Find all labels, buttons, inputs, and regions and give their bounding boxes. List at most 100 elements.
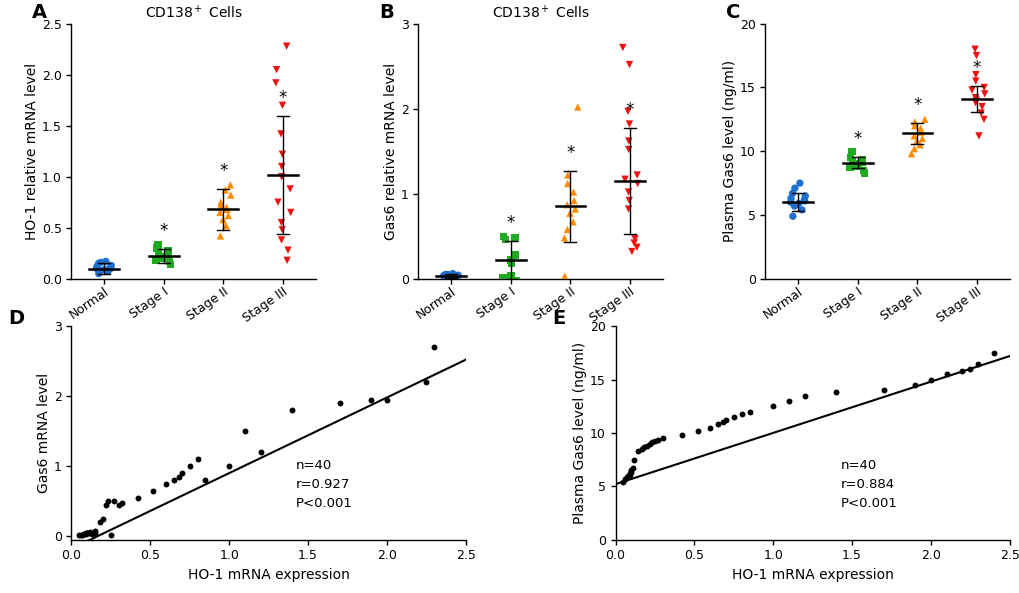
Point xyxy=(378,395,394,404)
Point xyxy=(502,255,519,264)
Y-axis label: Plasma Gas6 level (ng/ml): Plasma Gas6 level (ng/ml) xyxy=(573,342,587,524)
Point xyxy=(643,438,659,447)
Point xyxy=(418,377,434,387)
Point xyxy=(502,272,519,281)
Point xyxy=(100,267,116,276)
Point xyxy=(967,51,983,60)
Point xyxy=(621,196,637,205)
Point xyxy=(975,114,991,124)
Point xyxy=(782,194,798,203)
Point xyxy=(103,264,119,273)
Y-axis label: HO-1 relative mRNA level: HO-1 relative mRNA level xyxy=(24,63,39,240)
Point xyxy=(84,530,100,539)
Point xyxy=(793,205,809,215)
Point xyxy=(654,433,671,443)
Point xyxy=(93,257,109,267)
Point xyxy=(426,342,442,352)
Point xyxy=(906,380,922,390)
Point xyxy=(620,107,636,116)
Point xyxy=(966,44,982,54)
Point xyxy=(219,205,235,214)
Point xyxy=(621,470,637,479)
Point xyxy=(443,272,460,281)
Point xyxy=(72,530,89,540)
Point xyxy=(555,233,572,243)
Point xyxy=(448,270,465,280)
Text: n=40
r=0.884
P<0.001: n=40 r=0.884 P<0.001 xyxy=(840,458,897,509)
Point xyxy=(854,165,870,175)
Point xyxy=(559,170,576,180)
Point xyxy=(89,264,105,273)
Point xyxy=(274,149,290,159)
Point xyxy=(621,60,637,69)
Point xyxy=(78,528,95,537)
Point xyxy=(212,231,228,241)
Point xyxy=(856,168,872,178)
Point xyxy=(212,208,228,217)
Point xyxy=(970,131,986,141)
Point xyxy=(903,149,919,158)
Point xyxy=(569,102,585,111)
Point xyxy=(278,42,294,51)
Point xyxy=(75,530,92,539)
Point xyxy=(626,238,642,248)
Point xyxy=(967,76,983,86)
Point xyxy=(439,270,455,279)
Point xyxy=(100,496,116,506)
Point xyxy=(197,476,213,485)
Point xyxy=(106,496,122,506)
Point xyxy=(967,70,983,79)
Point xyxy=(874,385,891,395)
Point xyxy=(273,235,289,245)
Point xyxy=(714,417,731,427)
Point xyxy=(709,420,726,429)
Point xyxy=(506,233,523,243)
Point xyxy=(449,270,466,280)
Point xyxy=(849,162,865,171)
Point xyxy=(166,476,182,485)
Point xyxy=(850,159,866,168)
Point xyxy=(614,43,631,52)
Point xyxy=(274,101,290,110)
Point xyxy=(741,407,757,416)
Point xyxy=(565,187,581,197)
Point xyxy=(236,426,253,436)
Text: E: E xyxy=(552,309,566,328)
Point xyxy=(273,162,289,171)
Point xyxy=(103,530,119,540)
Y-axis label: Gas6 relative mRNA level: Gas6 relative mRNA level xyxy=(383,63,397,240)
Point xyxy=(155,251,171,261)
Point xyxy=(212,197,228,207)
Point xyxy=(279,256,296,265)
Point xyxy=(975,89,991,98)
Point xyxy=(961,364,977,374)
Point xyxy=(969,359,985,368)
Point xyxy=(842,153,858,162)
Point xyxy=(844,157,860,166)
Point xyxy=(796,195,812,205)
Point xyxy=(78,528,95,538)
Point xyxy=(110,500,126,509)
Point xyxy=(849,159,865,168)
Point xyxy=(725,412,741,422)
Point xyxy=(913,134,929,144)
Point xyxy=(273,129,289,139)
Point xyxy=(215,215,231,224)
Point xyxy=(673,431,689,440)
Point xyxy=(796,196,812,206)
Point xyxy=(559,178,576,188)
Point xyxy=(791,178,807,188)
Point xyxy=(649,436,665,445)
Point xyxy=(363,395,379,404)
Point xyxy=(717,415,734,425)
Point xyxy=(620,145,636,154)
Point xyxy=(75,530,92,539)
Point xyxy=(623,468,639,477)
Point xyxy=(566,196,582,205)
Point xyxy=(279,246,296,255)
Point xyxy=(150,240,166,250)
Point xyxy=(620,471,636,480)
Point xyxy=(220,211,236,220)
Point xyxy=(129,493,146,502)
Text: D: D xyxy=(8,309,24,328)
